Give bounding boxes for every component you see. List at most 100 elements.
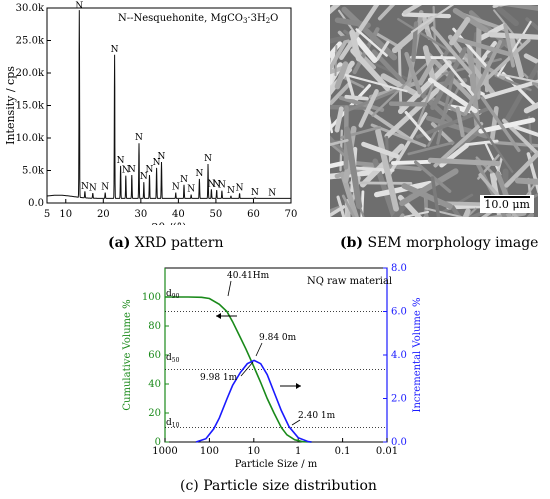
needle-crystal bbox=[388, 101, 428, 107]
needle-crystal bbox=[374, 180, 433, 198]
x-tick-label: 60 bbox=[247, 209, 260, 220]
needle-crystal bbox=[330, 205, 346, 217]
needle-crystal bbox=[523, 53, 538, 65]
needle-crystal bbox=[402, 5, 423, 15]
x-tick-label: 0.01 bbox=[376, 446, 398, 457]
needle-crystal bbox=[498, 5, 538, 11]
needle-crystal bbox=[448, 202, 462, 217]
peak-label: N bbox=[140, 172, 148, 182]
leader-d90 bbox=[227, 280, 232, 297]
x-tick-label: 40 bbox=[172, 209, 185, 220]
needle-crystal bbox=[508, 33, 525, 79]
needle-crystal bbox=[330, 40, 348, 73]
needle-crystal bbox=[330, 115, 333, 134]
needle-crystal bbox=[397, 17, 452, 53]
peak-label: N bbox=[251, 188, 259, 198]
needle-crystal bbox=[410, 5, 455, 34]
peak-label: N bbox=[213, 180, 221, 190]
peak-label: N bbox=[158, 152, 166, 162]
needle-crystal bbox=[499, 62, 538, 131]
sem-scale-bar: 10.0 μm bbox=[480, 195, 534, 213]
xrd-series-line bbox=[47, 10, 291, 199]
peak-label: N bbox=[236, 183, 244, 193]
needle-crystal bbox=[375, 128, 399, 212]
needle-crystal bbox=[427, 157, 501, 167]
needle-crystal bbox=[330, 60, 355, 97]
x-tick-label: 30 bbox=[134, 209, 147, 220]
peak-label: N bbox=[122, 166, 130, 176]
y-tick-label: 0.0 bbox=[28, 198, 44, 209]
needle-crystal bbox=[504, 150, 538, 188]
incremental-series-line bbox=[195, 359, 312, 443]
x-tick-label: 1000 bbox=[152, 446, 177, 457]
peak-label: N bbox=[218, 181, 226, 191]
needle-crystal bbox=[334, 106, 344, 133]
sem-texture bbox=[330, 5, 538, 217]
y-tick-label: 20.0k bbox=[16, 68, 45, 79]
needle-crystal bbox=[455, 37, 511, 57]
peak-label: N bbox=[204, 154, 212, 164]
needle-crystal bbox=[358, 89, 379, 128]
xrd-legend: N--Nesquehonite, MgCO3·3H2O bbox=[118, 13, 278, 25]
y-tick-label: 60 bbox=[148, 350, 161, 361]
needle-crystal bbox=[499, 73, 538, 84]
needle-crystal bbox=[359, 143, 405, 188]
peak-label: N bbox=[153, 158, 161, 168]
needle-crystal bbox=[330, 5, 341, 15]
x-tick-label: 70 bbox=[285, 209, 298, 220]
needle-crystal bbox=[330, 138, 349, 146]
needle-crystal bbox=[344, 73, 408, 93]
needle-crystal bbox=[525, 17, 538, 31]
xrd-axes: 5 10 20 30 40 50 60 70 0.0 5.0k 10.0k 15.0k 20.0k 25.… bbox=[4, 3, 297, 225]
needle-crystal bbox=[401, 12, 452, 19]
needle-crystal bbox=[370, 123, 427, 148]
needle-crystal bbox=[344, 126, 363, 210]
needle-crystal bbox=[341, 194, 356, 217]
needle-crystal bbox=[355, 28, 388, 57]
needle-crystal bbox=[523, 101, 538, 114]
needle-crystal bbox=[493, 9, 523, 46]
y-tick-label: 15.0k bbox=[16, 101, 45, 112]
needle-crystal bbox=[496, 6, 519, 27]
needle-crystal bbox=[330, 82, 351, 108]
peak-label: N bbox=[101, 183, 109, 193]
peak-label: N bbox=[207, 179, 215, 189]
needle-crystal bbox=[424, 207, 466, 217]
needle-crystal bbox=[340, 171, 359, 217]
needle-crystal bbox=[360, 190, 365, 217]
needle-crystal bbox=[497, 20, 532, 77]
d50-label: d50 bbox=[166, 353, 180, 364]
leader-d10 bbox=[291, 419, 301, 426]
cumulative-series-line bbox=[165, 296, 312, 443]
x-axis-label: Particle Size / m bbox=[235, 459, 318, 470]
needle-crystal bbox=[440, 54, 475, 96]
needle-crystal bbox=[430, 176, 441, 217]
needle-crystal bbox=[534, 210, 538, 217]
annotation-d90: 40.41Hm bbox=[227, 271, 270, 281]
xrd-caption: (a) XRD pattern bbox=[108, 235, 224, 251]
needle-crystal bbox=[480, 96, 521, 153]
peak-label: N bbox=[227, 186, 235, 196]
scale-bar-label: 10.0 μm bbox=[484, 198, 530, 211]
x-tick-label: 100 bbox=[200, 446, 219, 457]
peak-label: N bbox=[172, 183, 180, 193]
y-axis-label: Intensity / cps bbox=[4, 66, 17, 145]
needle-crystal bbox=[463, 39, 503, 115]
needle-crystal bbox=[492, 5, 509, 8]
y-tick-label: 80 bbox=[148, 321, 161, 332]
needle-crystal bbox=[514, 177, 538, 185]
needle-crystal bbox=[404, 111, 432, 141]
y2-axis-label: Incremental Volume % bbox=[412, 298, 423, 413]
needle-crystal bbox=[401, 183, 453, 210]
leader-d50 bbox=[240, 361, 254, 377]
needle-crystal bbox=[334, 61, 349, 90]
needle-crystal bbox=[330, 34, 353, 44]
y-tick-label: 30.0k bbox=[16, 3, 45, 14]
y-axis-label: Cumulative Volume % bbox=[122, 299, 133, 410]
d90-label: d90 bbox=[166, 289, 180, 300]
x-tick-label: 10 bbox=[247, 446, 260, 457]
needle-crystal bbox=[503, 23, 516, 68]
needle-crystal bbox=[488, 32, 538, 40]
y-tick-label: 0 bbox=[155, 437, 161, 448]
x-axis-label: 2θ /(°) bbox=[152, 221, 187, 225]
